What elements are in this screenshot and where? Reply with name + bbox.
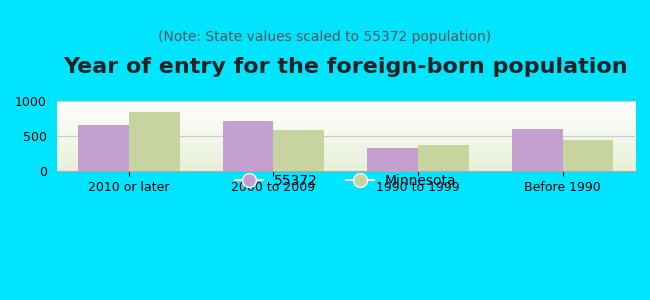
Bar bbox=[274, 130, 324, 171]
Bar bbox=[563, 140, 614, 171]
Bar bbox=[223, 121, 274, 171]
Bar bbox=[129, 112, 179, 171]
Bar bbox=[78, 124, 129, 171]
Bar bbox=[418, 145, 469, 171]
Bar bbox=[512, 129, 563, 171]
Title: Year of entry for the foreign-born population: Year of entry for the foreign-born popul… bbox=[64, 57, 628, 77]
Text: (Note: State values scaled to 55372 population): (Note: State values scaled to 55372 popu… bbox=[159, 29, 491, 44]
Legend: 55372, Minnesota: 55372, Minnesota bbox=[230, 168, 462, 194]
Bar bbox=[367, 148, 418, 171]
